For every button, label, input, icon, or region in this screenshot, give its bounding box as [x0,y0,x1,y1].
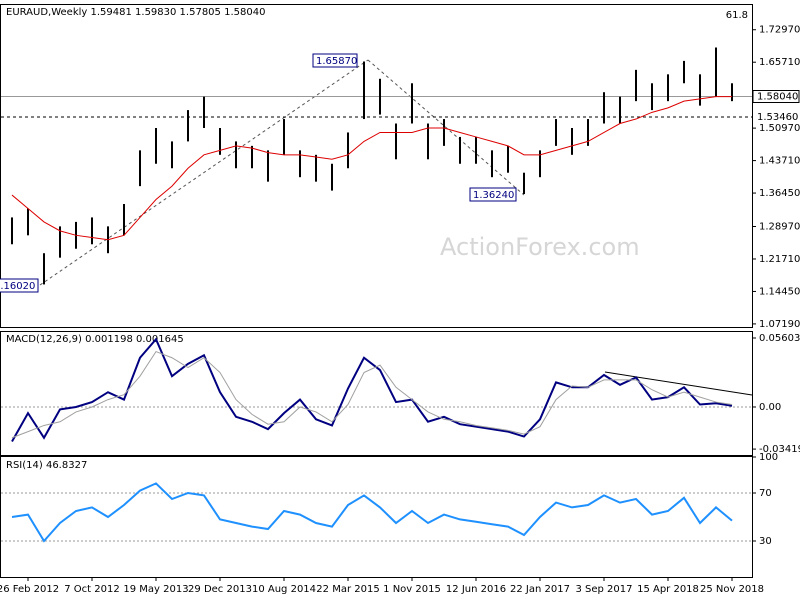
x-tick-label: 1 Nov 2015 [383,584,441,595]
fib-label: 61.8 [726,10,748,21]
x-tick-label: 19 May 2013 [123,584,188,595]
y-tick-label: 1.07190 [759,319,800,330]
x-tick-label: 26 Feb 2012 [0,584,59,595]
level-label: 1.53460 [757,112,798,123]
y-tick-label: 1.72970 [759,25,800,36]
x-tick-label: 12 Jun 2016 [446,584,506,595]
annotation: 1.65870 [316,56,357,67]
y-tick-label: 100 [759,452,778,463]
annotation: 1.36240 [473,190,514,201]
y-tick-label: -0.034194 [759,444,800,455]
macd-trend-line [604,371,753,396]
macd-panel [0,331,753,456]
line [11,482,733,543]
x-tick-label: 25 Nov 2018 [700,584,764,595]
y-tick-label: 1.50970 [759,123,800,134]
y-tick-label: 1.21710 [759,254,800,265]
y-tick-label: 0.00 [759,402,781,413]
trend-line [367,59,525,196]
line [11,350,733,439]
line [11,96,732,241]
annotation-box [469,187,517,202]
x-tick-label: 3 Sep 2017 [575,584,632,595]
y-tick-label: 30 [759,536,772,547]
y-tick-label: 70 [759,488,772,499]
rsi-panel [0,456,753,578]
macd-title: MACD(12,26,9) 0.001198 0.001645 [6,334,184,345]
y-tick-label: 1.65710 [759,57,800,68]
x-tick-label: 22 Mar 2015 [316,584,379,595]
price-title: EURAUD,Weekly 1.59481 1.59830 1.57805 1.… [6,7,265,18]
annotation: 1.16020 [0,281,35,292]
y-tick-label: 1.28970 [759,222,800,233]
level-box [753,110,799,123]
current-label: 1.58040 [757,92,798,103]
x-tick-label: 29 Dec 2013 [188,584,252,595]
annotation-box [312,53,358,68]
x-tick-label: 7 Oct 2012 [64,584,119,595]
y-tick-label: 0.056039 [759,333,800,344]
x-tick-label: 15 Apr 2018 [637,584,699,595]
y-tick-label: 1.43710 [759,156,800,167]
current-box [752,90,800,104]
y-tick-label: 1.14450 [759,286,800,297]
watermark: ActionForex.com [440,233,640,261]
trend-line [39,59,369,286]
x-tick-label: 10 Aug 2014 [252,584,316,595]
x-tick-label: 22 Jan 2017 [510,584,570,595]
y-tick-label: 1.36450 [759,188,800,199]
price-panel [0,4,753,328]
annotation-box [0,278,39,293]
rsi-title: RSI(14) 46.8327 [6,460,87,471]
